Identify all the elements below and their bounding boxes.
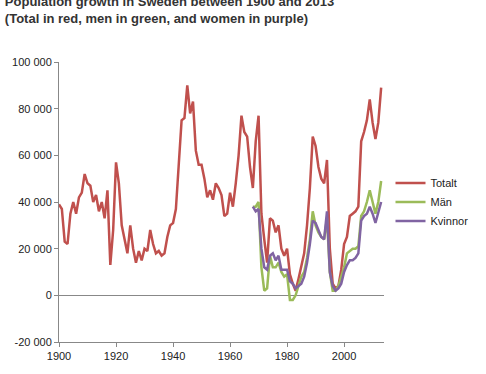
svg-text:Population growth in Sweden be: Population growth in Sweden between 1900… — [5, 0, 334, 26]
svg-text:20 000: 20 000 — [18, 243, 52, 255]
svg-text:40 000: 40 000 — [18, 196, 52, 208]
svg-text:Män: Män — [431, 196, 452, 208]
svg-text:-20 000: -20 000 — [14, 336, 51, 348]
svg-text:60 000: 60 000 — [18, 149, 52, 161]
svg-text:1960: 1960 — [218, 350, 242, 362]
svg-text:0: 0 — [46, 289, 52, 301]
svg-text:100 000: 100 000 — [12, 56, 52, 68]
svg-text:Kvinnor: Kvinnor — [431, 215, 469, 227]
svg-text:80 000: 80 000 — [18, 103, 52, 115]
svg-text:1940: 1940 — [161, 350, 185, 362]
svg-text:1900: 1900 — [47, 350, 71, 362]
svg-text:1980: 1980 — [275, 350, 299, 362]
svg-text:1920: 1920 — [104, 350, 128, 362]
svg-text:2000: 2000 — [332, 350, 356, 362]
svg-text:Totalt: Totalt — [431, 177, 457, 189]
